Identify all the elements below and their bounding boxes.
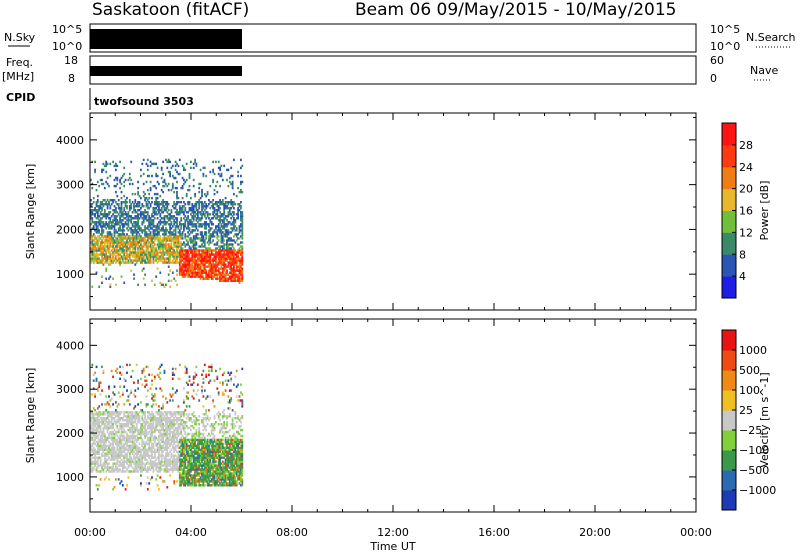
colorbar-tick-label: 8 xyxy=(739,248,746,261)
x-tick-label: 20:00 xyxy=(579,526,611,539)
power-panel: 1000 2000 3000 4000 Slant Range [km] 4 8 12 16 20… xyxy=(24,113,771,310)
colorbar-swatch xyxy=(722,490,736,511)
freq-label: Freq. xyxy=(6,56,33,69)
x-tick-label: 16:00 xyxy=(478,526,510,539)
x-tick-label: 00:00 xyxy=(680,526,712,539)
y-tick-label: 4000 xyxy=(56,339,84,352)
nave-tick-bottom: 0 xyxy=(710,72,717,85)
x-axis-label: Time UT xyxy=(369,540,415,553)
y-tick-label: 1000 xyxy=(56,268,84,281)
freq-units: [MHz] xyxy=(2,70,34,83)
colorbar-swatch xyxy=(722,232,736,254)
nsky-trace xyxy=(90,29,242,49)
colorbar-swatch xyxy=(722,470,736,491)
colorbar-swatch xyxy=(722,370,736,391)
x-tick-label: 08:00 xyxy=(276,526,308,539)
y-tick-label: 3000 xyxy=(56,383,84,396)
beam-date-title: Beam 06 09/May/2015 - 10/May/2015 xyxy=(355,0,676,20)
velocity-panel: 00:00 04:00 08:00 12:00 16:00 20:00 00:00 1000 2… xyxy=(24,319,776,553)
freq-trace xyxy=(90,66,242,76)
colorbar-tick-label: 12 xyxy=(739,226,753,239)
colorbar: 4 8 12 16 20 24 28 Power [dB] xyxy=(722,123,771,299)
y-tick-label: 2000 xyxy=(56,223,84,236)
colorbar-swatch xyxy=(722,390,736,411)
y-axis-label: Slant Range [km] xyxy=(24,368,37,464)
colorbar-swatch xyxy=(722,145,736,167)
nsky-panel: N.Sky 10^5 10^0 10^5 10^0 N.Search xyxy=(4,23,796,53)
colorbar-tick-label: 4 xyxy=(739,270,746,283)
colorbar-swatch xyxy=(722,189,736,211)
freq-tick-bottom: 8 xyxy=(68,72,75,85)
station-title: Saskatoon (fitACF) xyxy=(92,0,249,20)
nave-tick-top: 60 xyxy=(710,54,724,67)
y-axis-label: Slant Range [km] xyxy=(24,164,37,260)
colorbar-swatch xyxy=(722,276,736,298)
y-tick-label: 2000 xyxy=(56,427,84,440)
colorbar-swatch xyxy=(722,211,736,233)
nsearch-tick-bottom: 10^0 xyxy=(710,40,740,53)
x-tick-label: 12:00 xyxy=(377,526,409,539)
colorbar-tick-label: 1000 xyxy=(739,344,767,357)
nsky-tick-bottom: 10^0 xyxy=(52,40,82,53)
x-tick-label: 00:00 xyxy=(74,526,106,539)
cpid-name: twofsound 3503 xyxy=(94,95,194,108)
y-tick-label: 3000 xyxy=(56,179,84,192)
colorbar-swatch xyxy=(722,123,736,145)
freq-tick-top: 18 xyxy=(64,54,78,67)
colorbar-tick-label: 16 xyxy=(739,205,753,218)
colorbar-label: Power [dB] xyxy=(758,181,771,241)
colorbar-label: Velocity [m s^-1] xyxy=(758,372,771,467)
y-tick-label: 1000 xyxy=(56,471,84,484)
colorbar-tick-label: 28 xyxy=(739,139,753,152)
y-tick-label: 4000 xyxy=(56,134,84,147)
data-cells xyxy=(90,364,243,491)
nsky-tick-top: 10^5 xyxy=(52,23,82,36)
data-cells xyxy=(90,159,243,288)
nsearch-label: N.Search xyxy=(746,31,796,44)
colorbar-tick-label: 500 xyxy=(739,364,760,377)
cpid-label: CPID xyxy=(6,91,35,104)
colorbar-tick-label: 25 xyxy=(739,404,753,417)
colorbar-swatch xyxy=(722,430,736,451)
colorbar-tick-label: 100 xyxy=(739,384,760,397)
nave-label: Nave xyxy=(750,64,778,77)
freq-panel: Freq. [MHz] 18 8 60 0 Nave xyxy=(2,54,778,85)
nsky-label: N.Sky xyxy=(4,31,36,44)
colorbar-swatch xyxy=(722,450,736,471)
nsearch-tick-top: 10^5 xyxy=(710,23,740,36)
colorbar-tick-label: −1000 xyxy=(739,484,776,497)
colorbar-swatch xyxy=(722,254,736,276)
colorbar-swatch xyxy=(722,410,736,431)
colorbar-swatch xyxy=(722,167,736,189)
colorbar-swatch xyxy=(722,350,736,371)
colorbar-tick-label: 20 xyxy=(739,183,753,196)
colorbar-tick-label: 24 xyxy=(739,161,753,174)
colorbar-swatch xyxy=(722,330,736,351)
x-tick-label: 04:00 xyxy=(175,526,207,539)
